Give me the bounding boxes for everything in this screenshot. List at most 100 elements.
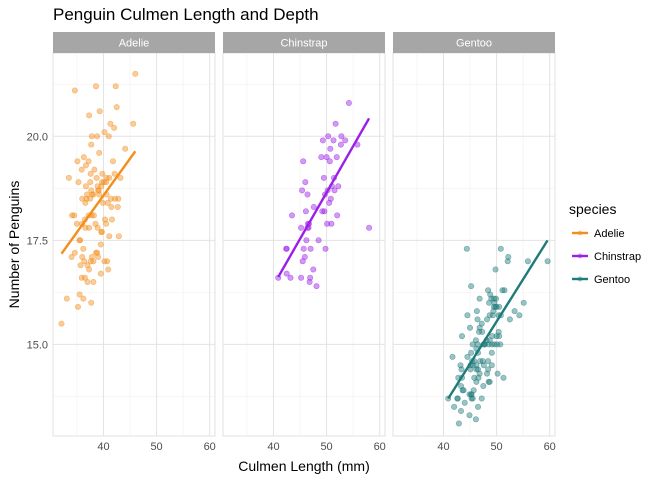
data-point bbox=[109, 216, 116, 223]
data-point bbox=[455, 420, 462, 427]
data-point bbox=[474, 341, 481, 348]
data-point bbox=[93, 83, 100, 90]
y-tick-label: 20.0 bbox=[27, 131, 48, 143]
data-point bbox=[480, 362, 487, 369]
data-point bbox=[458, 366, 465, 373]
data-point bbox=[300, 158, 307, 165]
data-point bbox=[300, 245, 307, 252]
data-point bbox=[330, 137, 337, 144]
data-point bbox=[500, 374, 507, 381]
data-point bbox=[113, 104, 120, 111]
data-point bbox=[335, 183, 342, 190]
legend: species Adelie Chinstrap Gentoo bbox=[569, 201, 641, 286]
data-point bbox=[310, 204, 317, 211]
x-tick-label: 60 bbox=[204, 441, 216, 453]
data-point bbox=[319, 137, 326, 144]
data-point bbox=[99, 199, 106, 206]
data-point bbox=[104, 258, 111, 265]
facet-strip bbox=[53, 32, 215, 53]
legend-title: species bbox=[569, 201, 616, 217]
data-point bbox=[333, 154, 340, 161]
data-point bbox=[96, 108, 103, 115]
data-point bbox=[115, 195, 122, 202]
panel-border bbox=[222, 52, 386, 437]
facet-strip bbox=[393, 32, 555, 53]
data-point bbox=[544, 258, 551, 265]
data-point bbox=[486, 312, 493, 319]
data-point bbox=[78, 274, 85, 281]
data-point bbox=[469, 341, 476, 348]
data-point bbox=[71, 212, 78, 219]
data-point bbox=[479, 328, 486, 335]
data-point bbox=[307, 245, 314, 252]
data-point bbox=[90, 191, 97, 198]
data-point bbox=[97, 270, 104, 277]
data-point bbox=[485, 366, 492, 373]
data-point bbox=[478, 395, 485, 402]
data-point bbox=[75, 303, 82, 310]
data-point bbox=[99, 170, 106, 177]
data-point bbox=[318, 154, 325, 161]
data-point bbox=[310, 266, 317, 273]
data-point bbox=[69, 212, 76, 219]
legend-key-point bbox=[577, 253, 583, 259]
data-point bbox=[496, 303, 503, 310]
legend-label: Chinstrap bbox=[594, 251, 641, 263]
data-point bbox=[331, 187, 338, 194]
data-point bbox=[483, 316, 490, 323]
data-point bbox=[499, 287, 506, 294]
data-point bbox=[98, 229, 105, 236]
data-point bbox=[63, 295, 70, 302]
data-point bbox=[516, 312, 523, 319]
data-point bbox=[474, 403, 481, 410]
data-point bbox=[106, 233, 113, 240]
data-point bbox=[506, 316, 513, 323]
trend-line bbox=[447, 239, 549, 400]
data-point bbox=[108, 204, 115, 211]
data-point bbox=[88, 133, 95, 140]
data-point bbox=[82, 162, 89, 169]
data-point bbox=[117, 174, 124, 181]
data-point bbox=[332, 120, 339, 127]
facet-panel-gentoo: Gentoo 40 50 60 bbox=[392, 32, 556, 453]
data-point bbox=[489, 333, 496, 340]
data-point bbox=[524, 258, 531, 265]
facet-panel-adelie: Adelie 40 50 60 bbox=[52, 32, 216, 453]
data-point bbox=[302, 208, 309, 215]
data-point bbox=[472, 416, 479, 423]
data-point bbox=[107, 120, 114, 127]
trend-line bbox=[60, 150, 137, 255]
data-point bbox=[112, 83, 119, 90]
legend-key-point bbox=[577, 276, 583, 282]
data-point bbox=[132, 70, 139, 77]
data-point bbox=[106, 174, 113, 181]
data-point bbox=[449, 353, 456, 360]
legend-label: Adelie bbox=[594, 228, 625, 240]
facet-strip-label: Chinstrap bbox=[280, 38, 327, 50]
data-point bbox=[304, 191, 311, 198]
data-point bbox=[315, 237, 322, 244]
data-point bbox=[451, 403, 458, 410]
data-point bbox=[342, 137, 349, 144]
y-tick-label: 15.0 bbox=[27, 339, 48, 351]
data-point bbox=[334, 212, 341, 219]
data-point bbox=[110, 158, 117, 165]
data-point bbox=[466, 324, 473, 331]
chart-title: Penguin Culmen Length and Depth bbox=[53, 5, 319, 24]
data-point bbox=[299, 187, 306, 194]
facet-strip-label: Adelie bbox=[119, 38, 150, 50]
data-point bbox=[101, 179, 108, 186]
data-point bbox=[71, 87, 78, 94]
data-point bbox=[80, 245, 87, 252]
data-point bbox=[75, 179, 82, 186]
data-point bbox=[313, 283, 320, 290]
data-point bbox=[74, 158, 81, 165]
data-point bbox=[463, 245, 470, 252]
data-point bbox=[345, 100, 352, 107]
data-point bbox=[86, 112, 93, 119]
data-point bbox=[511, 308, 518, 315]
data-point bbox=[79, 195, 86, 202]
x-tick-label: 50 bbox=[490, 441, 502, 453]
data-point bbox=[480, 382, 487, 389]
facet-strip bbox=[223, 32, 385, 53]
